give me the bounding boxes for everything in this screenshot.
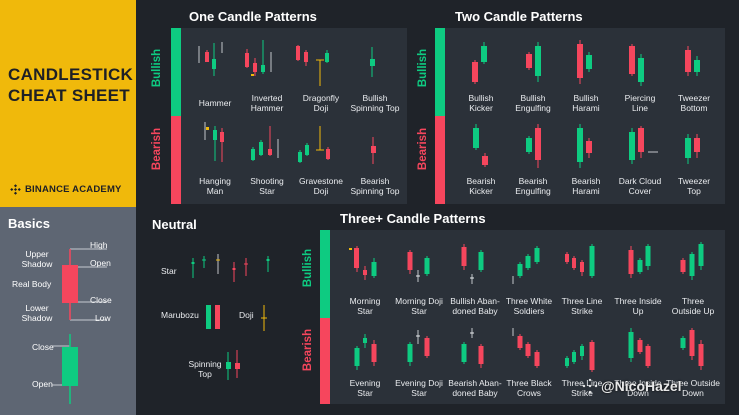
one-bear-tag: Bearish xyxy=(151,127,163,171)
open-label-2: Open xyxy=(32,379,53,389)
label-hammer: Hammer xyxy=(198,98,232,108)
label-three-white-soldiers: Three White Soldiers xyxy=(505,296,553,316)
upper-shadow-label: Upper Shadow xyxy=(21,249,53,269)
bearish-spinning-top-diagram xyxy=(371,137,376,164)
two-bull-bar xyxy=(435,28,445,116)
label-morning-star: Morning Star xyxy=(349,296,381,316)
label-bullish-abandoned-baby: Bullish Aban-doned Baby xyxy=(450,296,500,316)
sheet-title: CANDLESTICK CHEAT SHEET xyxy=(8,65,134,105)
label-marubozu: Marubozu xyxy=(161,310,199,320)
hanging-man-diagram xyxy=(204,122,224,162)
binance-logo-icon xyxy=(10,184,21,195)
label-evening-doji-star: Evening Doji Star xyxy=(395,378,443,398)
watermark-logo-icon xyxy=(582,378,598,394)
label-three-line-strike-bear: Three Line Strike xyxy=(561,378,603,398)
label-bearish-harami: Bearish Harami xyxy=(571,176,601,196)
watermark: @NicoHazel xyxy=(582,378,682,394)
bullish-spinning-top-diagram xyxy=(370,47,375,77)
label-inverted-hammer: Inverted Hammer xyxy=(250,93,284,113)
label-three-inside-down: Three Inside Down xyxy=(614,378,662,398)
real-body-label: Real Body xyxy=(12,279,52,289)
gravestone-doji-diagram xyxy=(298,126,330,163)
brand-name: BINANCE ACADEMY xyxy=(25,184,122,195)
one-candle-title: One Candle Patterns xyxy=(189,9,317,24)
close-label: Close xyxy=(90,295,112,305)
label-shooting-star: Shooting Star xyxy=(250,176,284,196)
three-candle-diagrams xyxy=(349,242,704,372)
shooting-star-diagram xyxy=(251,126,279,161)
label-gravestone-doji: Gravestone Doji xyxy=(299,176,343,196)
label-spinning-top: Spinning Top xyxy=(188,359,222,379)
label-three-outside-down: Three Outside Down xyxy=(666,378,720,398)
label-bearish-spinning-top: Bearish Spinning Top xyxy=(350,176,400,196)
neutral-diagrams xyxy=(191,254,270,380)
label-three-inside-up: Three Inside Up xyxy=(614,296,662,316)
dragonfly-doji-diagram xyxy=(296,45,329,86)
three-bull-bar xyxy=(320,230,330,318)
label-bearish-engulfing: Bearish Engulfing xyxy=(515,176,551,196)
label-evening-star: Evening Star xyxy=(349,378,381,398)
watermark-text: @NicoHazel xyxy=(601,378,682,394)
one-bear-bar xyxy=(171,116,181,204)
lower-shadow-label: Lower Shadow xyxy=(21,303,53,323)
one-candle-panel xyxy=(171,28,407,204)
label-dragonfly-doji: Dragonfly Doji xyxy=(302,93,340,113)
basics-diagram xyxy=(52,248,107,404)
neutral-title: Neutral xyxy=(152,217,197,232)
label-dark-cloud-cover: Dark Cloud Cover xyxy=(618,176,662,196)
label-bullish-kicker: Bullish Kicker xyxy=(468,93,494,113)
label-three-outside-up: Three Outside Up xyxy=(671,296,715,316)
inverted-hammer-diagram xyxy=(245,40,272,76)
label-three-line-strike-bull: Three Line Strike xyxy=(561,296,603,316)
three-bull-tag: Bullish xyxy=(302,248,314,288)
two-bull-tag: Bullish xyxy=(417,48,429,88)
label-bearish-abandoned-baby: Bearish Aban-doned Baby xyxy=(448,378,502,398)
brand-panel xyxy=(0,0,136,207)
label-morning-doji-star: Morning Doji Star xyxy=(395,296,443,316)
close-label-2: Close xyxy=(32,342,54,352)
label-tweezer-bottom: Tweezer Bottom xyxy=(677,93,711,113)
brand-row: BINANCE ACADEMY xyxy=(10,184,122,195)
label-star: Star xyxy=(161,266,177,276)
label-bearish-kicker: Bearish Kicker xyxy=(466,176,496,196)
two-bear-bar xyxy=(435,116,445,204)
label-doji: Doji xyxy=(239,310,254,320)
label-three-black-crows: Three Black Crows xyxy=(506,378,552,398)
low-label: Low xyxy=(95,313,111,323)
two-bear-tag: Bearish xyxy=(417,127,429,171)
label-piercing-line: Piercing Line xyxy=(624,93,656,113)
one-bull-tag: Bullish xyxy=(151,48,163,88)
hammer-diagram xyxy=(198,42,223,76)
three-candle-panel xyxy=(320,230,725,404)
one-candle-diagrams xyxy=(198,40,376,164)
three-bear-bar xyxy=(320,318,330,404)
label-hanging-man: Hanging Man xyxy=(199,176,231,196)
open-label: Open xyxy=(90,258,111,268)
basics-title: Basics xyxy=(8,216,50,231)
two-candle-diagrams xyxy=(472,40,700,168)
label-bullish-spinning-top: Bullish Spinning Top xyxy=(350,93,400,113)
two-candle-title: Two Candle Patterns xyxy=(455,9,583,24)
three-bear-tag: Bearish xyxy=(302,328,314,372)
three-candle-title: Three+ Candle Patterns xyxy=(340,211,486,226)
label-tweezer-top: Tweezer Top xyxy=(677,176,711,196)
one-bull-bar xyxy=(171,28,181,116)
label-bullish-harami: Bullish Harami xyxy=(572,93,600,113)
high-label: High xyxy=(90,240,108,250)
label-bullish-engulfing: Bullish Engulfing xyxy=(515,93,551,113)
